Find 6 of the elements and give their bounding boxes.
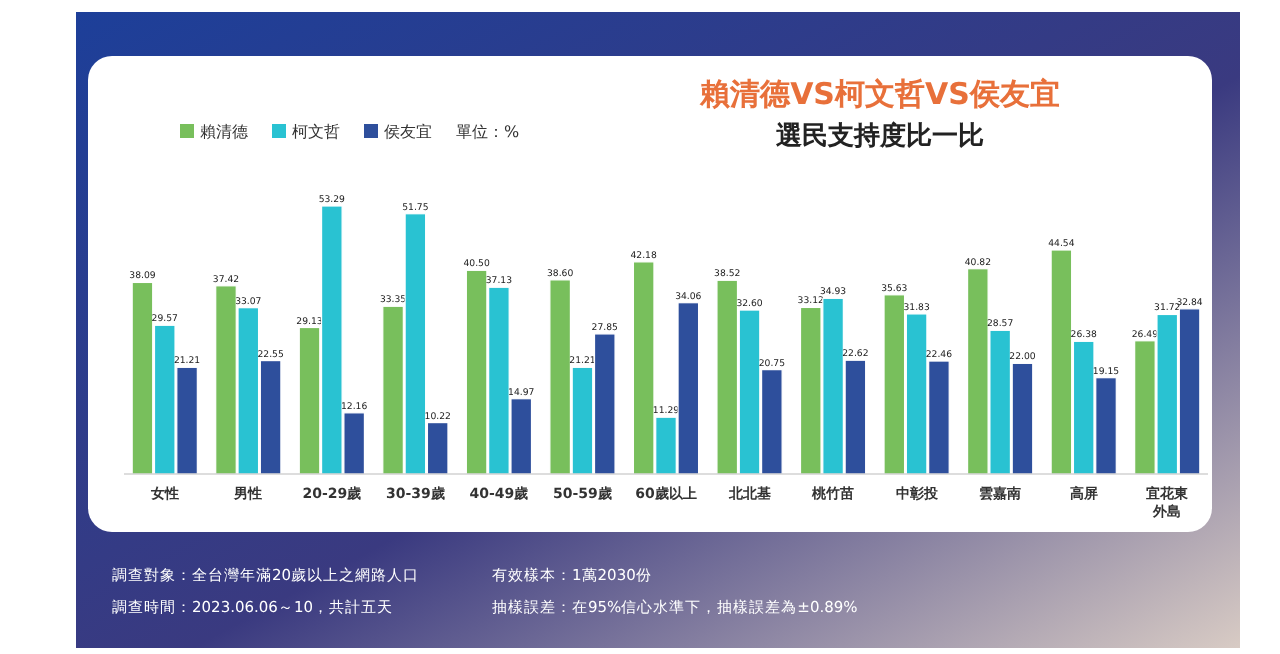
legend-label: 侯友宜 — [384, 123, 432, 141]
legend-label: 柯文哲 — [292, 123, 340, 141]
legend-title: 單位：% — [456, 123, 520, 141]
chart-title: 賴清德VS柯文哲VS侯友宜 — [698, 76, 1060, 112]
legend-label: 賴清德 — [200, 123, 248, 141]
chart-subtitle: 選民支持度比一比 — [774, 120, 984, 152]
